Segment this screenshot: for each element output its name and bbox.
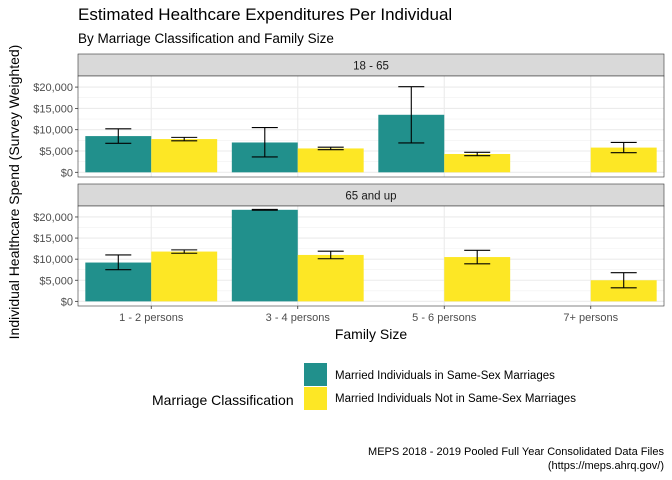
x-axis-ticks: 1 - 2 persons 3 - 4 persons 5 - 6 persons 7… (119, 306, 619, 324)
error-bar (171, 136, 198, 142)
legend-title: Marriage Classification (152, 392, 294, 408)
y-tick-label: $20,000 (33, 212, 73, 224)
caption-line-1: MEPS 2018 - 2019 Pooled Full Year Consol… (368, 446, 664, 458)
panel-65-and-up: 65 and up $0 $5,000 $10,000 $15,000 $20,000 (33, 183, 665, 308)
y-tick-label: $0 (61, 167, 73, 179)
bar-married-individuals-not-in-same-sex-marriages-3-4-persons (297, 148, 364, 173)
legend-label-not-same-sex: Married Individuals Not in Same-Sex Marr… (335, 393, 576, 405)
panel-18-65: 18 - 65 $0 $5,000 $10,000 $15,000 $20,000 (33, 53, 665, 179)
y-tick-label: $5,000 (39, 275, 73, 287)
y-tick-label: $15,000 (33, 103, 73, 115)
bar-married-individuals-in-same-sex-marriages-3-4-persons (231, 209, 298, 302)
error-bar (610, 141, 637, 154)
y-tick-label: $10,000 (33, 125, 73, 137)
error-bar (398, 86, 425, 144)
bar-married-individuals-not-in-same-sex-marriages-5-6-persons (444, 257, 511, 302)
facet-strip-label: 65 and up (345, 191, 396, 203)
error-bar (464, 249, 491, 265)
y-tick-label: $5,000 (39, 146, 73, 158)
legend: Marriage Classification Married Individu… (152, 363, 576, 410)
y-tick-label: $10,000 (33, 254, 73, 266)
error-bar (317, 250, 344, 260)
error-bar (317, 146, 344, 151)
error-bar (105, 128, 132, 144)
error-bar (464, 151, 491, 157)
bar-married-individuals-not-in-same-sex-marriages-1-2-persons (151, 139, 218, 173)
chart-subtitle: By Marriage Classification and Family Si… (78, 31, 334, 46)
error-bar (251, 208, 278, 211)
y-axis-title: Individual Healthcare Spend (Survey Weig… (6, 45, 22, 340)
x-axis-title: Family Size (335, 326, 408, 342)
bar-married-individuals-not-in-same-sex-marriages-5-6-persons (444, 153, 511, 173)
x-tick-label-5-6-persons: 5 - 6 persons (412, 312, 477, 324)
error-bar (171, 249, 198, 254)
x-tick-label-7-persons: 7+ persons (563, 312, 618, 324)
panel-border (77, 205, 665, 307)
facet-strip-label: 18 - 65 (353, 61, 389, 73)
error-bar (105, 254, 132, 271)
bar-married-individuals-not-in-same-sex-marriages-7-persons (590, 280, 657, 302)
bar-married-individuals-not-in-same-sex-marriages-3-4-persons (297, 254, 364, 302)
caption-line-2: (https://meps.ahrq.gov/) (548, 460, 664, 472)
legend-label-same-sex: Married Individuals in Same-Sex Marriage… (335, 370, 555, 382)
chart-title: Estimated Healthcare Expenditures Per In… (78, 5, 452, 24)
x-tick-label-1-2-persons: 1 - 2 persons (119, 312, 184, 324)
panel-border (77, 75, 665, 178)
error-bar (610, 272, 637, 289)
x-tick-label-3-4-persons: 3 - 4 persons (266, 312, 331, 324)
error-bar (251, 127, 278, 158)
bar-married-individuals-not-in-same-sex-marriages-1-2-persons (151, 251, 218, 302)
y-tick-label: $0 (61, 296, 73, 308)
legend-swatch-not-same-sex (304, 387, 327, 410)
y-tick-label: $20,000 (33, 82, 73, 94)
legend-swatch-same-sex (304, 363, 327, 386)
y-tick-label: $15,000 (33, 233, 73, 245)
